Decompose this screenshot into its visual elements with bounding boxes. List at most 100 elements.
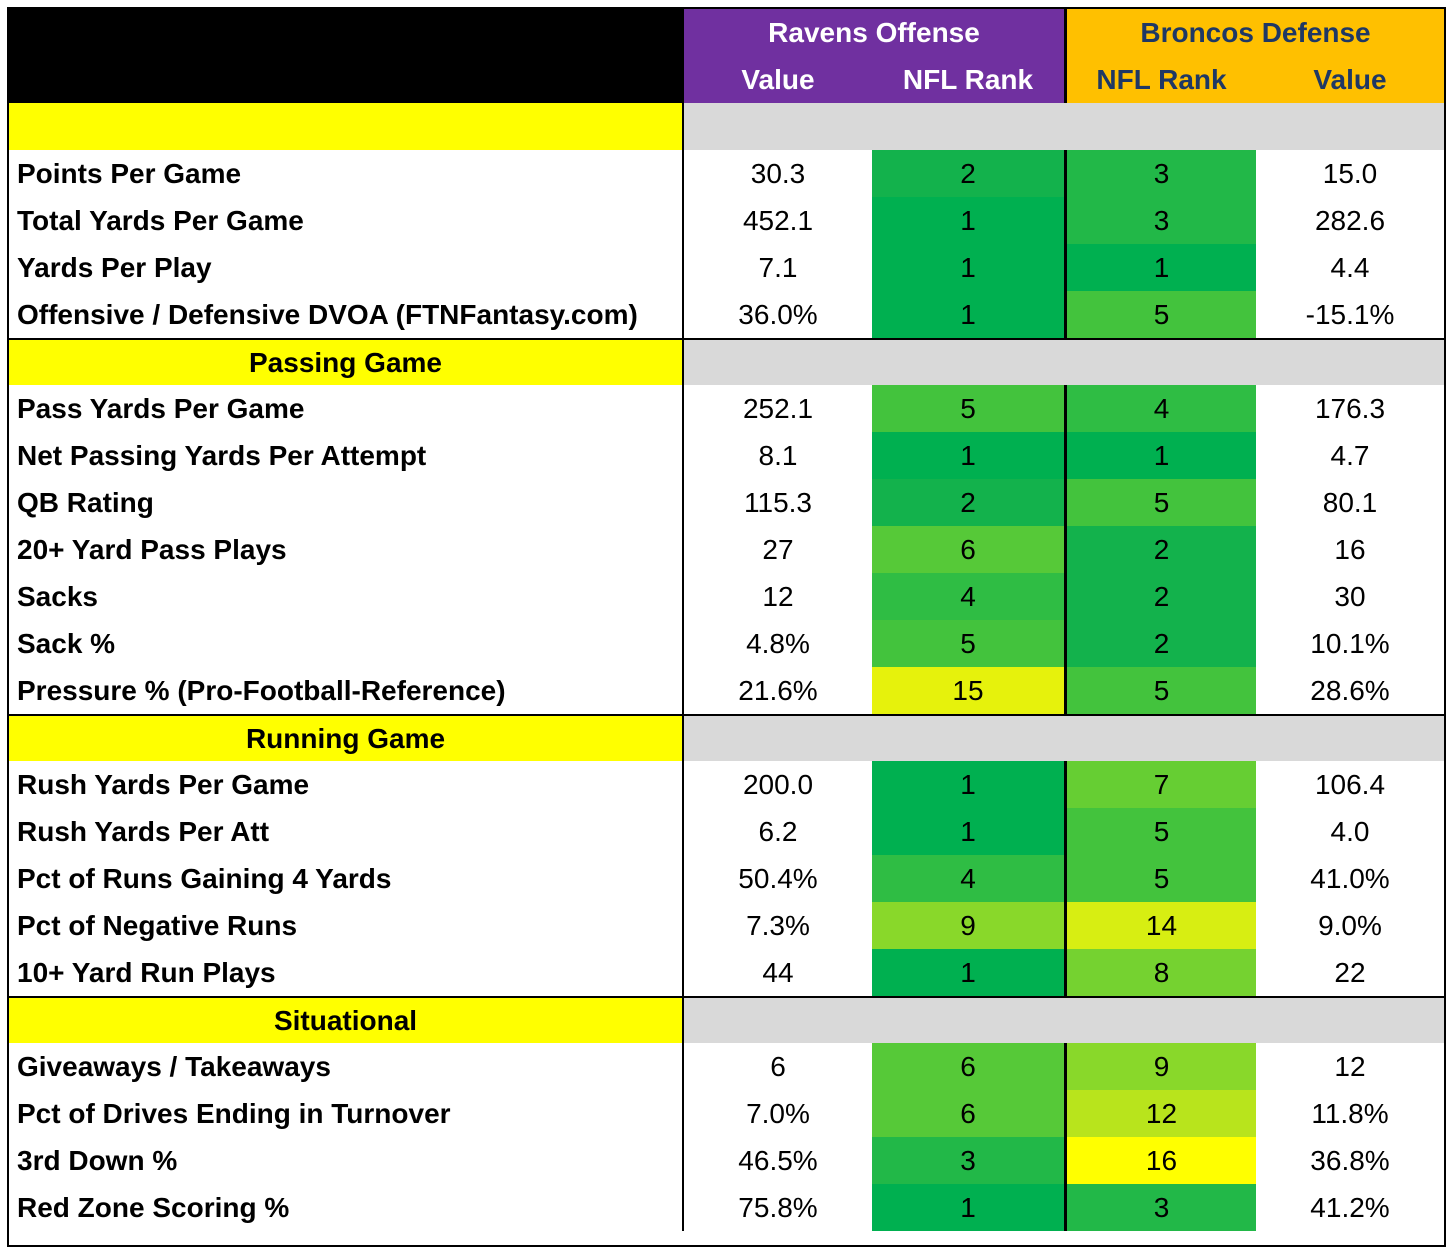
offense-value: 6 — [682, 1043, 872, 1090]
offense-value: 8.1 — [682, 432, 872, 479]
defense-value: 16 — [1334, 533, 1366, 565]
section-header-fill — [682, 714, 1444, 761]
defense-rank: 2 — [1064, 526, 1256, 573]
metric-label: Pressure % (Pro-Football-Reference) — [17, 674, 506, 706]
defense-value: 10.1% — [1310, 627, 1390, 659]
offense-rank: 1 — [872, 244, 1064, 291]
offense-rank: 3 — [872, 1137, 1064, 1184]
defense-team-header: Broncos Defense — [1064, 9, 1444, 56]
defense-value: 41.0% — [1310, 862, 1390, 894]
offense-value: 115.3 — [682, 479, 872, 526]
offense-value: 252.1 — [682, 385, 872, 432]
defense-value: 15.0 — [1322, 157, 1378, 189]
defense-value: 4.4 — [1330, 251, 1370, 283]
metric-label: 3rd Down % — [17, 1144, 178, 1176]
defense-rank: 5 — [1064, 291, 1256, 338]
metric-label: Sack % — [17, 627, 116, 659]
defense-rank: 2 — [1064, 620, 1256, 667]
defense-value: 22 — [1334, 956, 1366, 988]
offense-rank: 4 — [872, 855, 1064, 902]
metric-label: Sacks — [17, 580, 98, 612]
defense-rank: 3 — [1064, 150, 1256, 197]
offense-value: 4.8% — [682, 620, 872, 667]
defense-value: -15.1% — [1305, 298, 1395, 330]
metric-label: Red Zone Scoring % — [17, 1191, 290, 1223]
defense-rank: 2 — [1064, 573, 1256, 620]
defense-rank: 5 — [1064, 667, 1256, 714]
offense-value: 44 — [682, 949, 872, 996]
offense-rank: 1 — [872, 197, 1064, 244]
defense-rank: 14 — [1064, 902, 1256, 949]
defense-value: 176.3 — [1314, 392, 1386, 424]
defense-value: 80.1 — [1322, 486, 1378, 518]
metric-label: Offensive / Defensive DVOA (FTNFantasy.c… — [17, 298, 638, 330]
metric-label: 20+ Yard Pass Plays — [17, 533, 287, 565]
defense-rank: 4 — [1064, 385, 1256, 432]
defense-value: 30 — [1334, 580, 1366, 612]
defense-rank: 5 — [1064, 855, 1256, 902]
defense-rank: 5 — [1064, 479, 1256, 526]
defense-rank: 16 — [1064, 1137, 1256, 1184]
metric-label: QB Rating — [17, 486, 154, 518]
section-header: Situational — [9, 996, 682, 1043]
defense-rank: 1 — [1064, 244, 1256, 291]
defense-rank: 3 — [1064, 1184, 1256, 1231]
metric-label: Total Yards Per Game — [17, 204, 304, 236]
defense-value: 282.6 — [1314, 204, 1386, 236]
offense-value: 200.0 — [682, 761, 872, 808]
header-corner — [9, 9, 682, 103]
defense-value: 28.6% — [1310, 674, 1390, 706]
offense-value: 7.3% — [682, 902, 872, 949]
defense-rank-header: NFL Rank — [1064, 56, 1256, 103]
metric-label: Net Passing Yards Per Attempt — [17, 439, 427, 471]
offense-rank: 1 — [872, 1184, 1064, 1231]
offense-value: 46.5% — [682, 1137, 872, 1184]
defense-value: 4.7 — [1330, 439, 1370, 471]
metric-label: Points Per Game — [17, 157, 242, 189]
defense-rank: 12 — [1064, 1090, 1256, 1137]
defense-rank: 9 — [1064, 1043, 1256, 1090]
metric-label: Yards Per Play — [17, 251, 212, 283]
offense-value-header: Value — [682, 56, 872, 103]
section-header — [9, 103, 682, 150]
offense-rank: 2 — [872, 150, 1064, 197]
section-header-fill — [682, 996, 1444, 1043]
offense-value: 21.6% — [682, 667, 872, 714]
defense-rank: 1 — [1064, 432, 1256, 479]
offense-value: 452.1 — [682, 197, 872, 244]
offense-rank: 1 — [872, 949, 1064, 996]
metric-label: Rush Yards Per Game — [17, 768, 310, 800]
defense-value: 41.2% — [1310, 1191, 1390, 1223]
offense-value: 50.4% — [682, 855, 872, 902]
offense-rank-header: NFL Rank — [872, 56, 1064, 103]
offense-rank: 1 — [872, 432, 1064, 479]
offense-rank: 15 — [872, 667, 1064, 714]
defense-value: 11.8% — [1311, 1097, 1389, 1129]
comparison-table: Ravens Offense Broncos Defense Value NFL… — [7, 7, 1446, 1247]
offense-value: 6.2 — [682, 808, 872, 855]
offense-rank: 6 — [872, 526, 1064, 573]
offense-team-header: Ravens Offense — [682, 9, 1064, 56]
defense-value: 9.0% — [1318, 909, 1382, 941]
offense-rank: 6 — [872, 1043, 1064, 1090]
metric-label: Pass Yards Per Game — [17, 392, 305, 424]
offense-value: 7.1 — [682, 244, 872, 291]
defense-value: 4.0 — [1330, 815, 1370, 847]
metric-label: Giveaways / Takeaways — [17, 1050, 331, 1082]
section-header-fill — [682, 338, 1444, 385]
offense-rank: 9 — [872, 902, 1064, 949]
offense-rank: 2 — [872, 479, 1064, 526]
metric-label: Rush Yards Per Att — [17, 815, 270, 847]
metric-label: Pct of Runs Gaining 4 Yards — [17, 862, 392, 894]
defense-rank: 5 — [1064, 808, 1256, 855]
offense-rank: 1 — [872, 808, 1064, 855]
offense-value: 12 — [682, 573, 872, 620]
defense-value: 106.4 — [1314, 768, 1386, 800]
offense-value: 75.8% — [682, 1184, 872, 1231]
defense-value: 36.8% — [1310, 1144, 1390, 1176]
defense-rank: 8 — [1064, 949, 1256, 996]
offense-rank: 1 — [872, 761, 1064, 808]
defense-value: 12 — [1334, 1050, 1366, 1082]
defense-value-header: Value — [1256, 56, 1444, 103]
offense-value: 7.0% — [682, 1090, 872, 1137]
